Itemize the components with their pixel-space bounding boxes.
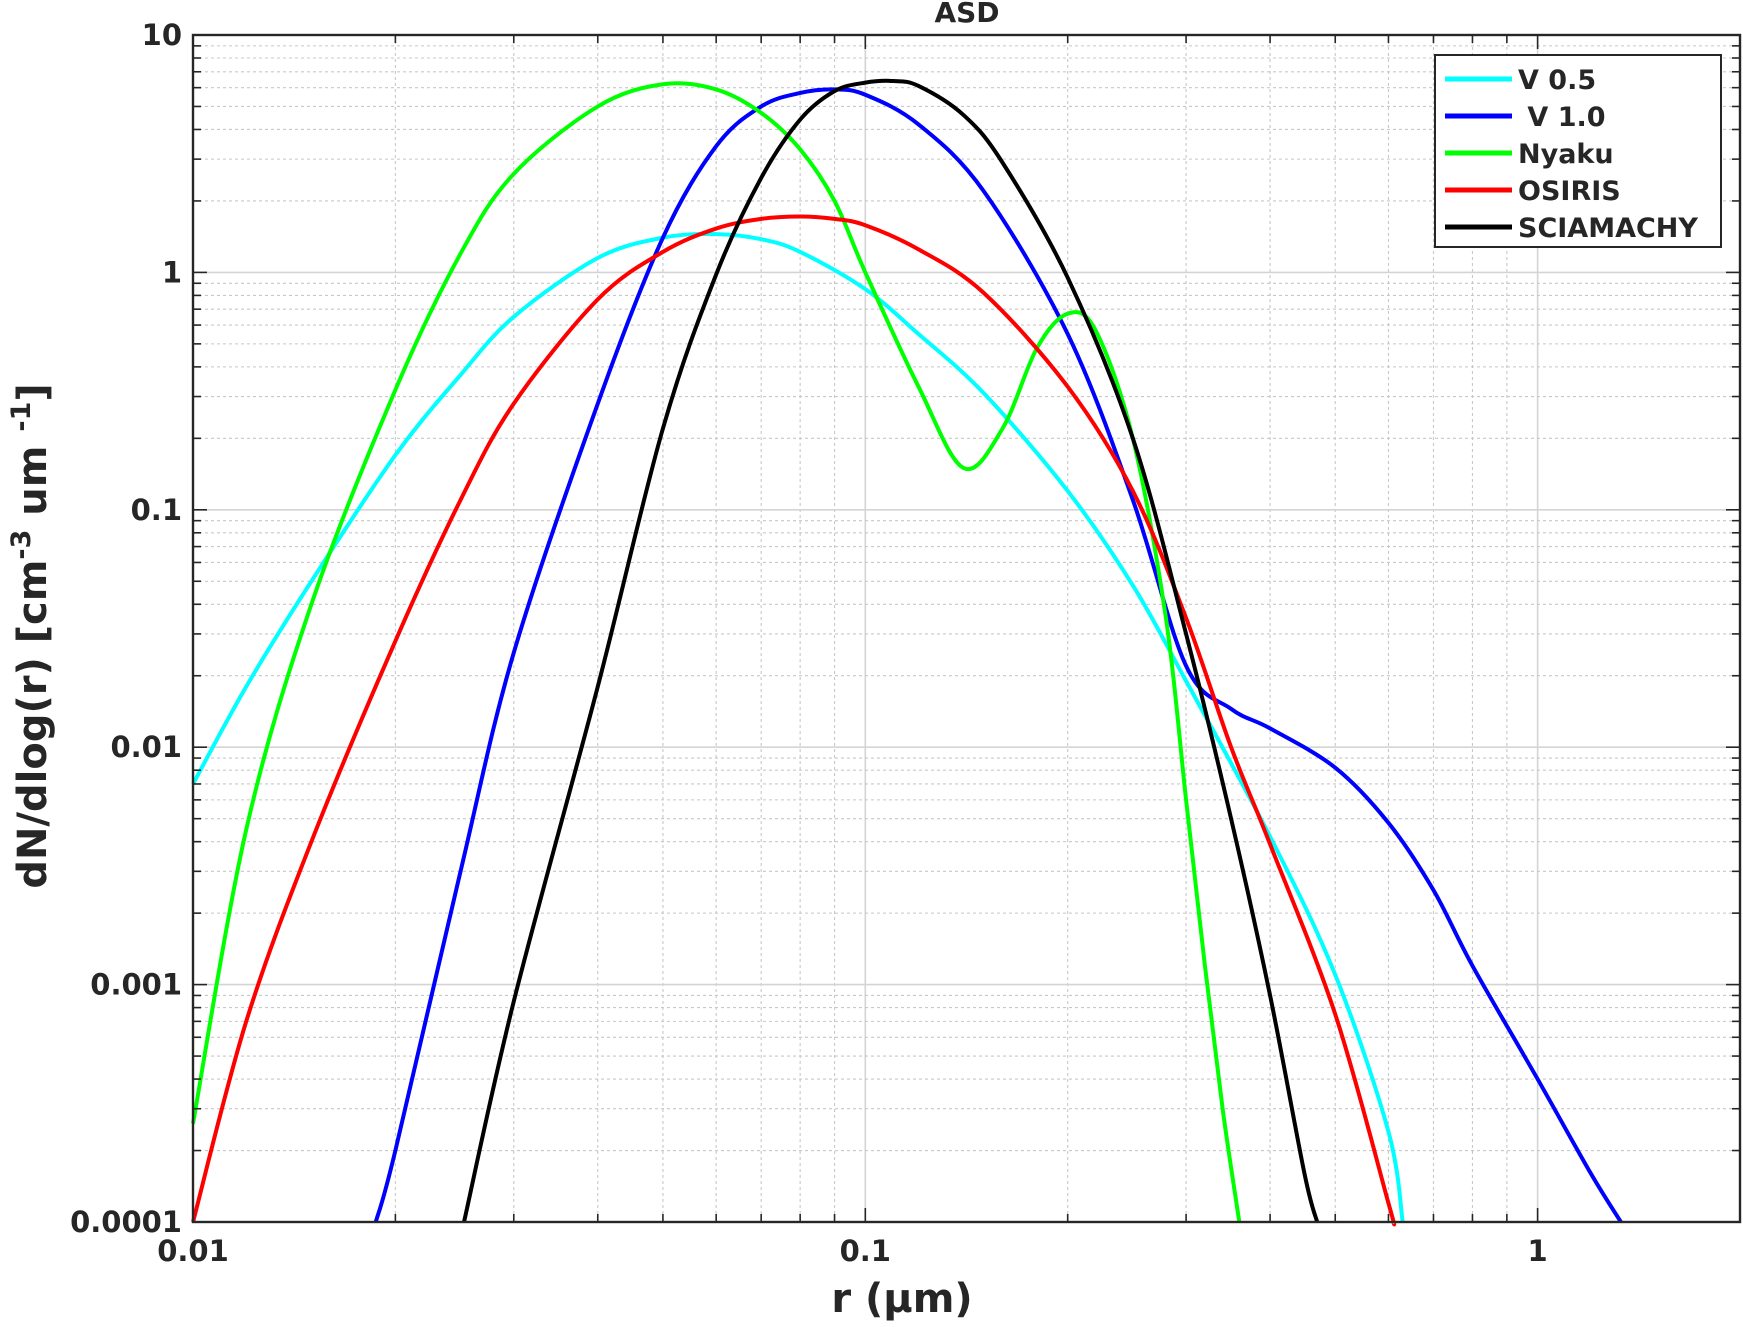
y-tick-label: 0.0001 [70,1205,182,1239]
legend-label-nyaku: Nyaku [1518,139,1614,170]
series-line-v10 [373,87,1623,1224]
legend-label-v10: V 1.0 [1518,102,1606,133]
legend: V 0.5 V 1.0 Nyaku OSIRIS SCIAMACHY [1434,54,1722,248]
y-axis-label-end: ] [10,383,56,401]
series-line-osiris [191,214,1397,1227]
x-axis-label: r (μm) [831,1276,972,1322]
x-tick-label: 0.1 [840,1234,891,1268]
chart-title: ASD [934,0,999,29]
y-tick-label: 0.1 [131,493,182,527]
y-tick-label: 10 [142,18,182,52]
series-line-nyaku [191,81,1242,1223]
legend-label-osiris: OSIRIS [1518,176,1621,207]
series-line-sciamachy [462,78,1320,1223]
plot-frame [191,33,1742,1224]
x-tick-label: 0.01 [157,1234,229,1268]
y-axis-label-exponent-1: -3 [6,530,37,560]
x-tick-label: 1 [1528,1234,1548,1268]
legend-label-v05: V 0.5 [1518,65,1596,96]
tick-layer: 0.01 0.1 1 0.0001 0.001 0.01 0.1 1 10 [70,18,1741,1268]
y-axis-label: dN/dlog(r) [cm-3 um -1] [6,383,56,888]
y-tick-label: 1 [162,255,182,289]
series-line-v05 [191,231,1405,1223]
y-axis-label-exponent-2: -1 [6,402,37,432]
y-tick-label: 0.01 [110,730,182,764]
y-axis-label-mid: um [10,432,56,530]
y-axis-label-main: dN/dlog(r) [cm [10,560,56,889]
y-tick-label: 0.001 [90,968,182,1002]
legend-label-sciamachy: SCIAMACHY [1518,213,1698,244]
series-layer [191,78,1623,1227]
